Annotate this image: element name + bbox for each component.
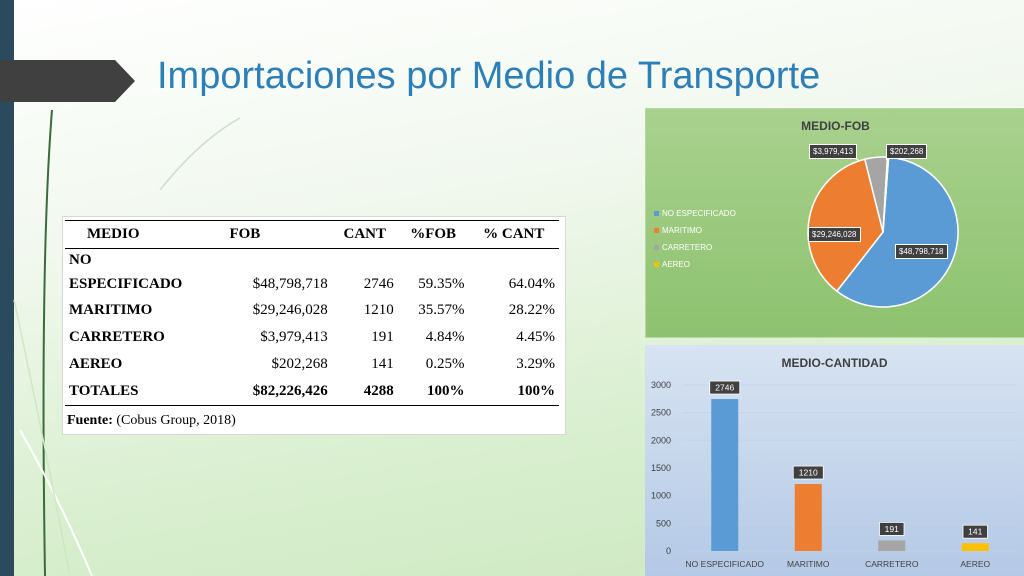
table-cell-cant: 4288 (331, 378, 398, 406)
pie-slice-maritimo (807, 158, 884, 293)
table-row: ESPECIFICADO $48,798,718 2746 59.35% 64.04% (65, 271, 559, 297)
legend-label: NO ESPECIFICADO (662, 209, 736, 218)
left-accent-bar (0, 0, 14, 576)
bar-category-label: NO ESPECIFICADO (686, 559, 765, 569)
table-cell-cant: 1210 (363, 302, 394, 318)
pie-chart (807, 151, 959, 308)
bar-category-label: AEREO (960, 559, 990, 569)
pie-slice-no-especificado (835, 156, 959, 308)
table-cell-pfob: 59.35% (418, 275, 465, 292)
table-cell-medio: ESPECIFICADO (69, 275, 183, 292)
bar-data-label-bg (709, 380, 741, 395)
table-cell-cant (332, 249, 398, 272)
bar-category-label: CARRETERO (865, 559, 919, 569)
table-cell-fob: $29,246,028 (252, 302, 328, 318)
table-cell-medio: TOTALES (65, 378, 224, 406)
source-label: Fuente: (67, 413, 113, 428)
legend-swatch (654, 228, 659, 233)
table-cell-medio: CARRETERO (69, 329, 165, 345)
table-cell-fob (223, 249, 331, 272)
header-pcant: % CANT (468, 220, 559, 249)
bar-y-tick: 1000 (651, 491, 671, 501)
pie-label-aereo: $202,268 (886, 144, 928, 159)
table-cell-pcant: 3.29% (516, 356, 555, 372)
bar-data-label-bg (792, 465, 824, 480)
table-cell-medio: AEREO (69, 356, 123, 372)
table-cell-pfob: 0.25% (425, 356, 465, 372)
bar-y-tick: 3000 (651, 380, 671, 390)
legend-swatch (654, 211, 659, 216)
bar-data-label-bg (879, 522, 905, 536)
legend-label: CARRETERO (662, 243, 713, 252)
table-row: NO (65, 249, 559, 272)
table-cell-cant: 2746 (363, 275, 394, 292)
table-cell-pfob: 100% (397, 378, 469, 406)
table-cell-cant: 141 (371, 356, 394, 372)
table-cell-cant: 191 (371, 329, 394, 345)
pie-legend-item: NO ESPECIFICADO (654, 205, 736, 222)
bar-chart-panel: MEDIO-CANTIDAD 0 500 1000 1500 2000 2500 3000 2… (645, 345, 1024, 576)
header-fob: FOB (223, 220, 332, 249)
bar-maritimo (794, 484, 822, 551)
table-cell-pcant: 100% (468, 378, 559, 406)
table-cell-pcant: 64.04% (508, 275, 555, 292)
pie-legend-item: MARITIMO (654, 222, 736, 239)
legend-swatch (654, 262, 659, 267)
bar-y-tick: 1500 (651, 463, 671, 473)
pie-label-maritimo: $29,246,028 (808, 227, 861, 242)
bar-data-label: 2746 (715, 383, 734, 393)
legend-label: AEREO (662, 260, 691, 269)
bar-no-especificado (711, 399, 739, 551)
decorative-lines (13, 109, 241, 576)
table-source: Fuente: (Cobus Group, 2018) (67, 413, 236, 429)
table-cell-fob: $3,979,413 (260, 329, 328, 345)
bar-data-label: 1210 (799, 468, 818, 478)
bar-y-tick: 500 (656, 518, 671, 528)
table-row: AEREO $202,268 141 0.25% 3.29% (65, 351, 559, 378)
table-row: MARITIMO $29,246,028 1210 35.57% 28.22% (65, 297, 559, 324)
table-cell-pfob (398, 249, 469, 272)
table-header-row: MEDIO FOB CANT %FOB % CANT (65, 220, 559, 249)
bar-data-label-bg (962, 524, 988, 539)
bar-carretero (878, 540, 906, 551)
legend-swatch (654, 245, 659, 250)
pie-chart-title: MEDIO-FOB (801, 119, 870, 133)
table-cell-medio: MARITIMO (69, 302, 153, 318)
bar-chart-title: MEDIO-CANTIDAD (781, 356, 888, 370)
slide-title: Importaciones por Medio de Transporte (157, 55, 821, 97)
table-cell-fob: $202,268 (271, 356, 328, 372)
pie-chart-panel: MEDIO-FOB NO ESPECIFICADO MARITIMO CARRETE… (645, 108, 1024, 338)
bar-y-tick: 2500 (651, 408, 671, 418)
pie-label-no-especificado: $48,798,718 (895, 244, 948, 259)
bar-category-label: MARITIMO (787, 559, 830, 569)
pie-legend: NO ESPECIFICADO MARITIMO CARRETERO AEREO (654, 205, 736, 273)
table-cell-fob: $48,798,718 (252, 275, 328, 292)
transport-table-image: MEDIO FOB CANT %FOB % CANT NO ESPECIFICAD… (62, 216, 566, 435)
table-cell-medio: NO (69, 251, 92, 268)
table-cell-pfob: 4.84% (425, 329, 465, 345)
table-cell-pcant (469, 249, 559, 272)
source-text: (Cobus Group, 2018) (112, 413, 236, 428)
bar-chart: 0 500 1000 1500 2000 2500 3000 2746 NO ESPECIFIC… (651, 380, 1017, 569)
table-row: TOTALES $82,226,426 4288 100% 100% (65, 378, 559, 406)
bar-data-label: 141 (968, 527, 982, 537)
header-pfob: %FOB (397, 220, 469, 249)
bar-data-label: 191 (885, 524, 899, 534)
pie-legend-item: CARRETERO (654, 239, 736, 256)
table-cell-pfob: 35.57% (418, 302, 465, 318)
header-medio: MEDIO (65, 220, 224, 249)
bar-y-tick: 2000 (651, 435, 671, 445)
table-cell-pcant: 4.45% (516, 329, 555, 345)
pie-legend-item: AEREO (654, 256, 736, 273)
table-row: CARRETERO $3,979,413 191 4.84% 4.45% (65, 324, 559, 351)
legend-label: MARITIMO (662, 226, 702, 235)
table-cell-pcant: 28.22% (508, 302, 555, 318)
header-cant: CANT (331, 220, 398, 249)
title-tab-arrow (0, 60, 135, 102)
pie-label-carretero: $3,979,413 (809, 144, 858, 159)
table-cell-fob: $82,226,426 (223, 378, 332, 406)
bar-y-tick: 0 (666, 546, 671, 556)
bar-aereo (961, 543, 989, 551)
transport-table: MEDIO FOB CANT %FOB % CANT NO ESPECIFICAD… (65, 220, 559, 406)
